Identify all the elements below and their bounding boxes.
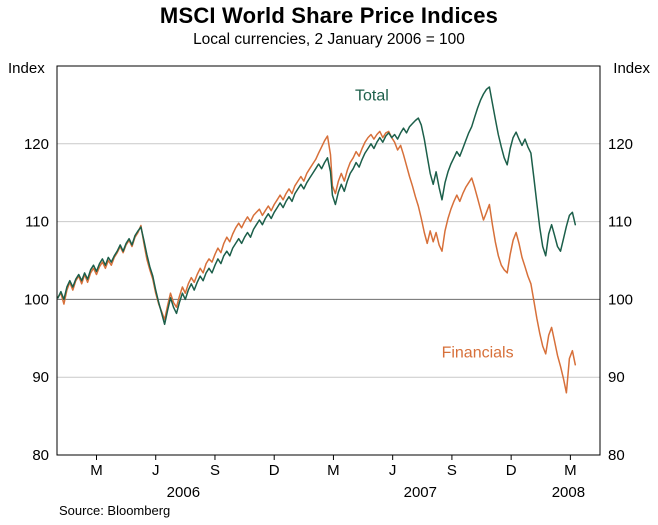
- series-label-financials: Financials: [442, 344, 514, 361]
- series-line-total: [57, 86, 577, 326]
- plot-area: [57, 66, 600, 455]
- y-tick-label-left: 80: [32, 447, 49, 464]
- x-tick-label: D: [269, 462, 280, 479]
- x-tick-label: J: [389, 462, 397, 479]
- plot-border: [56, 65, 601, 456]
- year-label: 2006: [167, 484, 200, 501]
- source-note: Source: Bloomberg: [59, 503, 171, 518]
- year-label: 2007: [404, 484, 437, 501]
- y-tick-label-left: 120: [24, 136, 49, 153]
- x-tick-label: S: [447, 462, 457, 479]
- x-tick-label: J: [152, 462, 160, 479]
- y-axis-label-left: Index: [8, 60, 45, 77]
- chart-subtitle: Local currencies, 2 January 2006 = 100: [193, 31, 465, 48]
- chart-title: MSCI World Share Price Indices: [159, 3, 499, 28]
- series-label-total: Total: [355, 88, 389, 105]
- x-tick-label: D: [506, 462, 517, 479]
- y-tick-label-right: 110: [608, 214, 632, 231]
- y-tick-label-left: 90: [32, 369, 49, 386]
- y-tick-label-left: 100: [24, 291, 49, 308]
- year-label: 2008: [552, 484, 585, 501]
- x-tick-label: M: [327, 462, 340, 479]
- y-axis-label-right: Index: [613, 60, 650, 77]
- x-tick-label: M: [564, 462, 577, 479]
- x-tick-label: S: [210, 462, 220, 479]
- y-tick-label-right: 120: [608, 136, 633, 153]
- y-tick-label-left: 110: [25, 214, 49, 231]
- y-tick-label-right: 100: [608, 291, 633, 308]
- y-tick-label-right: 90: [608, 369, 625, 386]
- y-tick-label-right: 80: [608, 447, 625, 464]
- x-tick-label: M: [90, 462, 103, 479]
